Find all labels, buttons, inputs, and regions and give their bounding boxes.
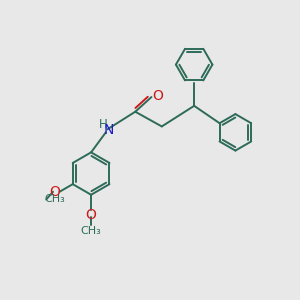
Text: O: O [49,185,60,199]
Text: N: N [103,123,114,137]
Text: H: H [98,118,107,131]
Text: CH₃: CH₃ [81,226,101,236]
Text: O: O [152,88,164,103]
Text: CH₃: CH₃ [44,194,65,205]
Text: O: O [86,208,97,222]
